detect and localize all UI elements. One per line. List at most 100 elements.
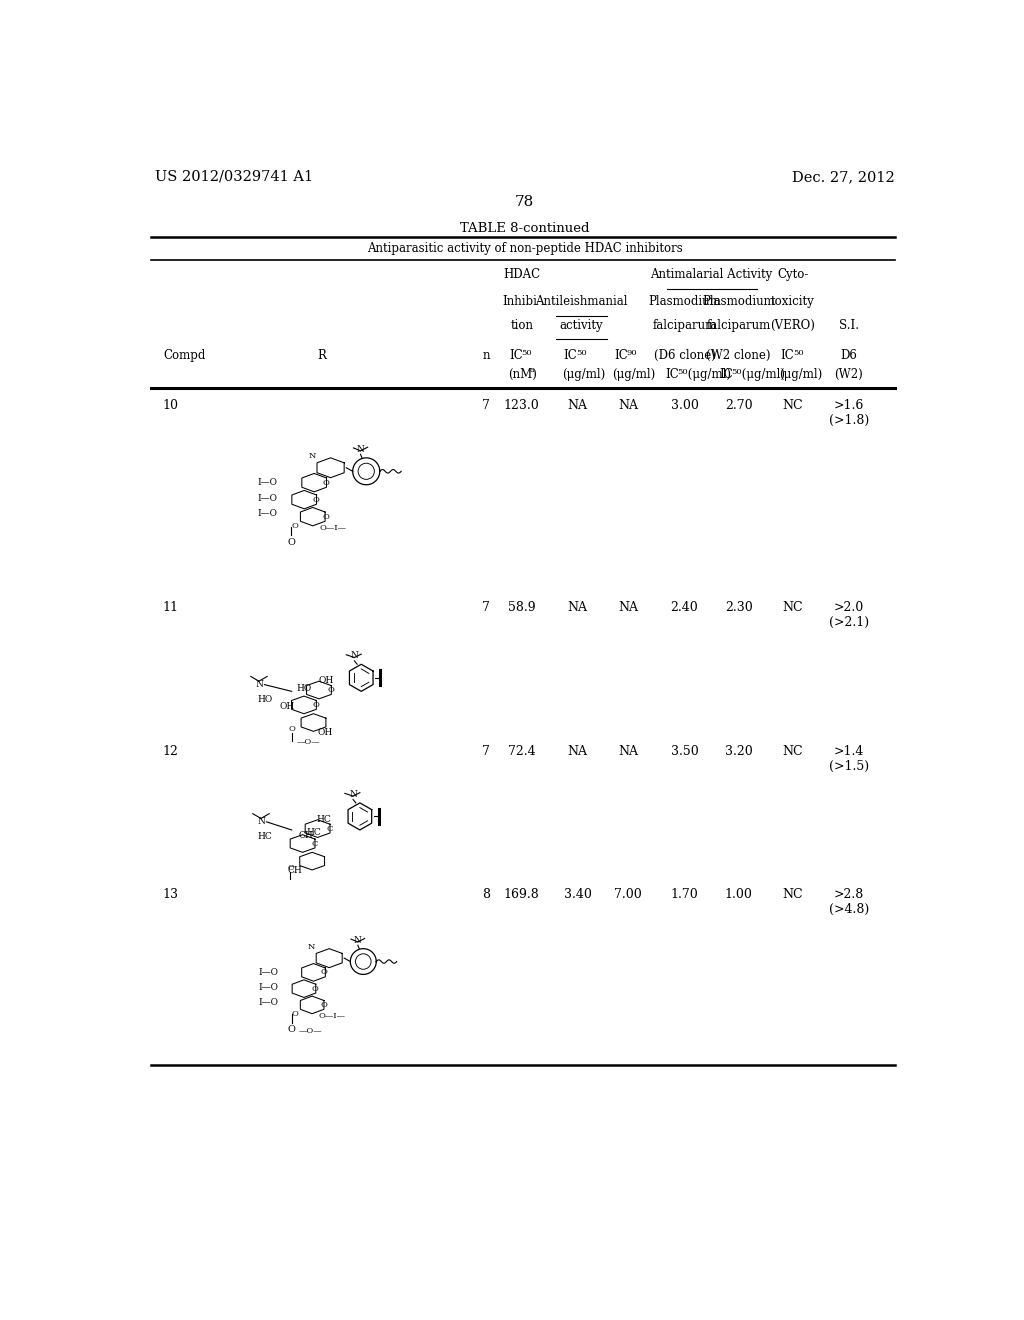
Text: 7: 7 <box>482 744 490 758</box>
Text: (W2): (W2) <box>835 368 863 381</box>
Text: I—O: I—O <box>258 968 279 977</box>
Text: NA: NA <box>617 601 638 614</box>
Text: 7: 7 <box>482 399 490 412</box>
Text: 50: 50 <box>575 350 587 358</box>
Text: N: N <box>356 445 365 454</box>
Text: HC: HC <box>306 828 322 837</box>
Text: CH: CH <box>288 866 302 875</box>
Text: CH: CH <box>299 830 313 840</box>
Text: n: n <box>482 350 489 363</box>
Text: Plasmodium: Plasmodium <box>648 294 721 308</box>
Text: I—O: I—O <box>258 998 279 1007</box>
Text: 72.4: 72.4 <box>508 744 536 758</box>
Text: 1.00: 1.00 <box>725 888 753 902</box>
Text: HDAC: HDAC <box>503 268 541 281</box>
Text: Antiparasitic activity of non-peptide HDAC inhibitors: Antiparasitic activity of non-peptide HD… <box>367 242 683 255</box>
Text: HO: HO <box>297 684 312 693</box>
Text: 3.40: 3.40 <box>563 888 592 902</box>
Text: Dec. 27, 2012: Dec. 27, 2012 <box>792 170 895 183</box>
Text: IC: IC <box>665 368 679 381</box>
Text: OH: OH <box>280 702 295 710</box>
Text: 58.9: 58.9 <box>508 601 536 614</box>
Text: 7: 7 <box>482 601 490 614</box>
Text: 11: 11 <box>163 601 179 614</box>
Text: NC: NC <box>782 888 803 902</box>
Text: N: N <box>354 936 361 945</box>
Text: O: O <box>292 1010 299 1018</box>
Text: I—O: I—O <box>257 478 278 487</box>
Text: 50: 50 <box>793 350 804 358</box>
Text: falciparum: falciparum <box>652 318 717 331</box>
Text: (μg/ml): (μg/ml) <box>684 368 731 381</box>
Text: O—I—: O—I— <box>318 1011 346 1020</box>
Text: >2.8
(>4.8): >2.8 (>4.8) <box>828 888 869 916</box>
Text: Antileishmanial: Antileishmanial <box>536 294 628 308</box>
Text: IC: IC <box>719 368 733 381</box>
Text: R: R <box>317 350 327 363</box>
Text: N: N <box>308 942 315 950</box>
Text: O—I—: O—I— <box>319 524 347 532</box>
Text: IC: IC <box>780 350 795 363</box>
Text: (W2 clone): (W2 clone) <box>707 350 771 363</box>
Text: 50: 50 <box>521 350 532 358</box>
Text: >1.4
(>1.5): >1.4 (>1.5) <box>828 744 868 774</box>
Text: N: N <box>350 651 358 660</box>
Text: (nM): (nM) <box>508 368 537 381</box>
Text: IC: IC <box>509 350 523 363</box>
Text: NA: NA <box>567 744 588 758</box>
Text: NA: NA <box>567 399 588 412</box>
Text: 123.0: 123.0 <box>504 399 540 412</box>
Text: Compd: Compd <box>163 350 205 363</box>
Text: 169.8: 169.8 <box>504 888 540 902</box>
Text: Inhibi-: Inhibi- <box>502 294 541 308</box>
Text: N: N <box>308 451 315 459</box>
Text: 8: 8 <box>482 888 490 902</box>
Text: >1.6
(>1.8): >1.6 (>1.8) <box>828 399 869 426</box>
Text: I—O: I—O <box>257 494 278 503</box>
Text: D6: D6 <box>841 350 857 363</box>
Text: NC: NC <box>782 601 803 614</box>
Text: 12: 12 <box>163 744 179 758</box>
Text: NC: NC <box>782 399 803 412</box>
Text: >2.0
(>2.1): >2.0 (>2.1) <box>828 601 868 630</box>
Text: 2.70: 2.70 <box>725 399 753 412</box>
Text: N: N <box>255 680 263 689</box>
Text: I—O: I—O <box>258 983 279 991</box>
Text: (μg/ml): (μg/ml) <box>738 368 785 381</box>
Text: C: C <box>287 863 294 873</box>
Text: (VERO): (VERO) <box>770 318 815 331</box>
Text: activity: activity <box>559 318 603 331</box>
Text: NC: NC <box>782 744 803 758</box>
Text: 1.70: 1.70 <box>671 888 698 902</box>
Text: C: C <box>327 825 333 833</box>
Text: O: O <box>292 521 298 529</box>
Text: NA: NA <box>617 744 638 758</box>
Text: 3.20: 3.20 <box>725 744 753 758</box>
Text: 3.50: 3.50 <box>671 744 698 758</box>
Text: OH: OH <box>318 676 334 685</box>
Text: 2.40: 2.40 <box>671 601 698 614</box>
Text: US 2012/0329741 A1: US 2012/0329741 A1 <box>155 170 313 183</box>
Text: O: O <box>311 985 318 993</box>
Text: S.I.: S.I. <box>839 318 859 331</box>
Text: O: O <box>321 1001 328 1008</box>
Text: 13: 13 <box>163 888 179 902</box>
Text: —O—: —O— <box>297 738 321 746</box>
Text: 3.00: 3.00 <box>671 399 698 412</box>
Text: O: O <box>323 479 329 487</box>
Text: —O—: —O— <box>299 1027 323 1035</box>
Text: 90: 90 <box>627 350 637 358</box>
Text: N: N <box>257 817 265 826</box>
Text: IC: IC <box>563 350 578 363</box>
Text: Antimalarial Activity: Antimalarial Activity <box>650 268 773 281</box>
Text: (μg/ml): (μg/ml) <box>562 368 605 381</box>
Text: 10: 10 <box>163 399 179 412</box>
Text: (μg/ml): (μg/ml) <box>779 368 822 381</box>
Text: HO: HO <box>257 696 272 704</box>
Text: tion: tion <box>510 318 534 331</box>
Text: 7.00: 7.00 <box>614 888 642 902</box>
Text: falciparum: falciparum <box>707 318 771 331</box>
Text: Cyto-: Cyto- <box>777 268 809 281</box>
Text: 50: 50 <box>732 368 742 376</box>
Text: O: O <box>312 701 319 709</box>
